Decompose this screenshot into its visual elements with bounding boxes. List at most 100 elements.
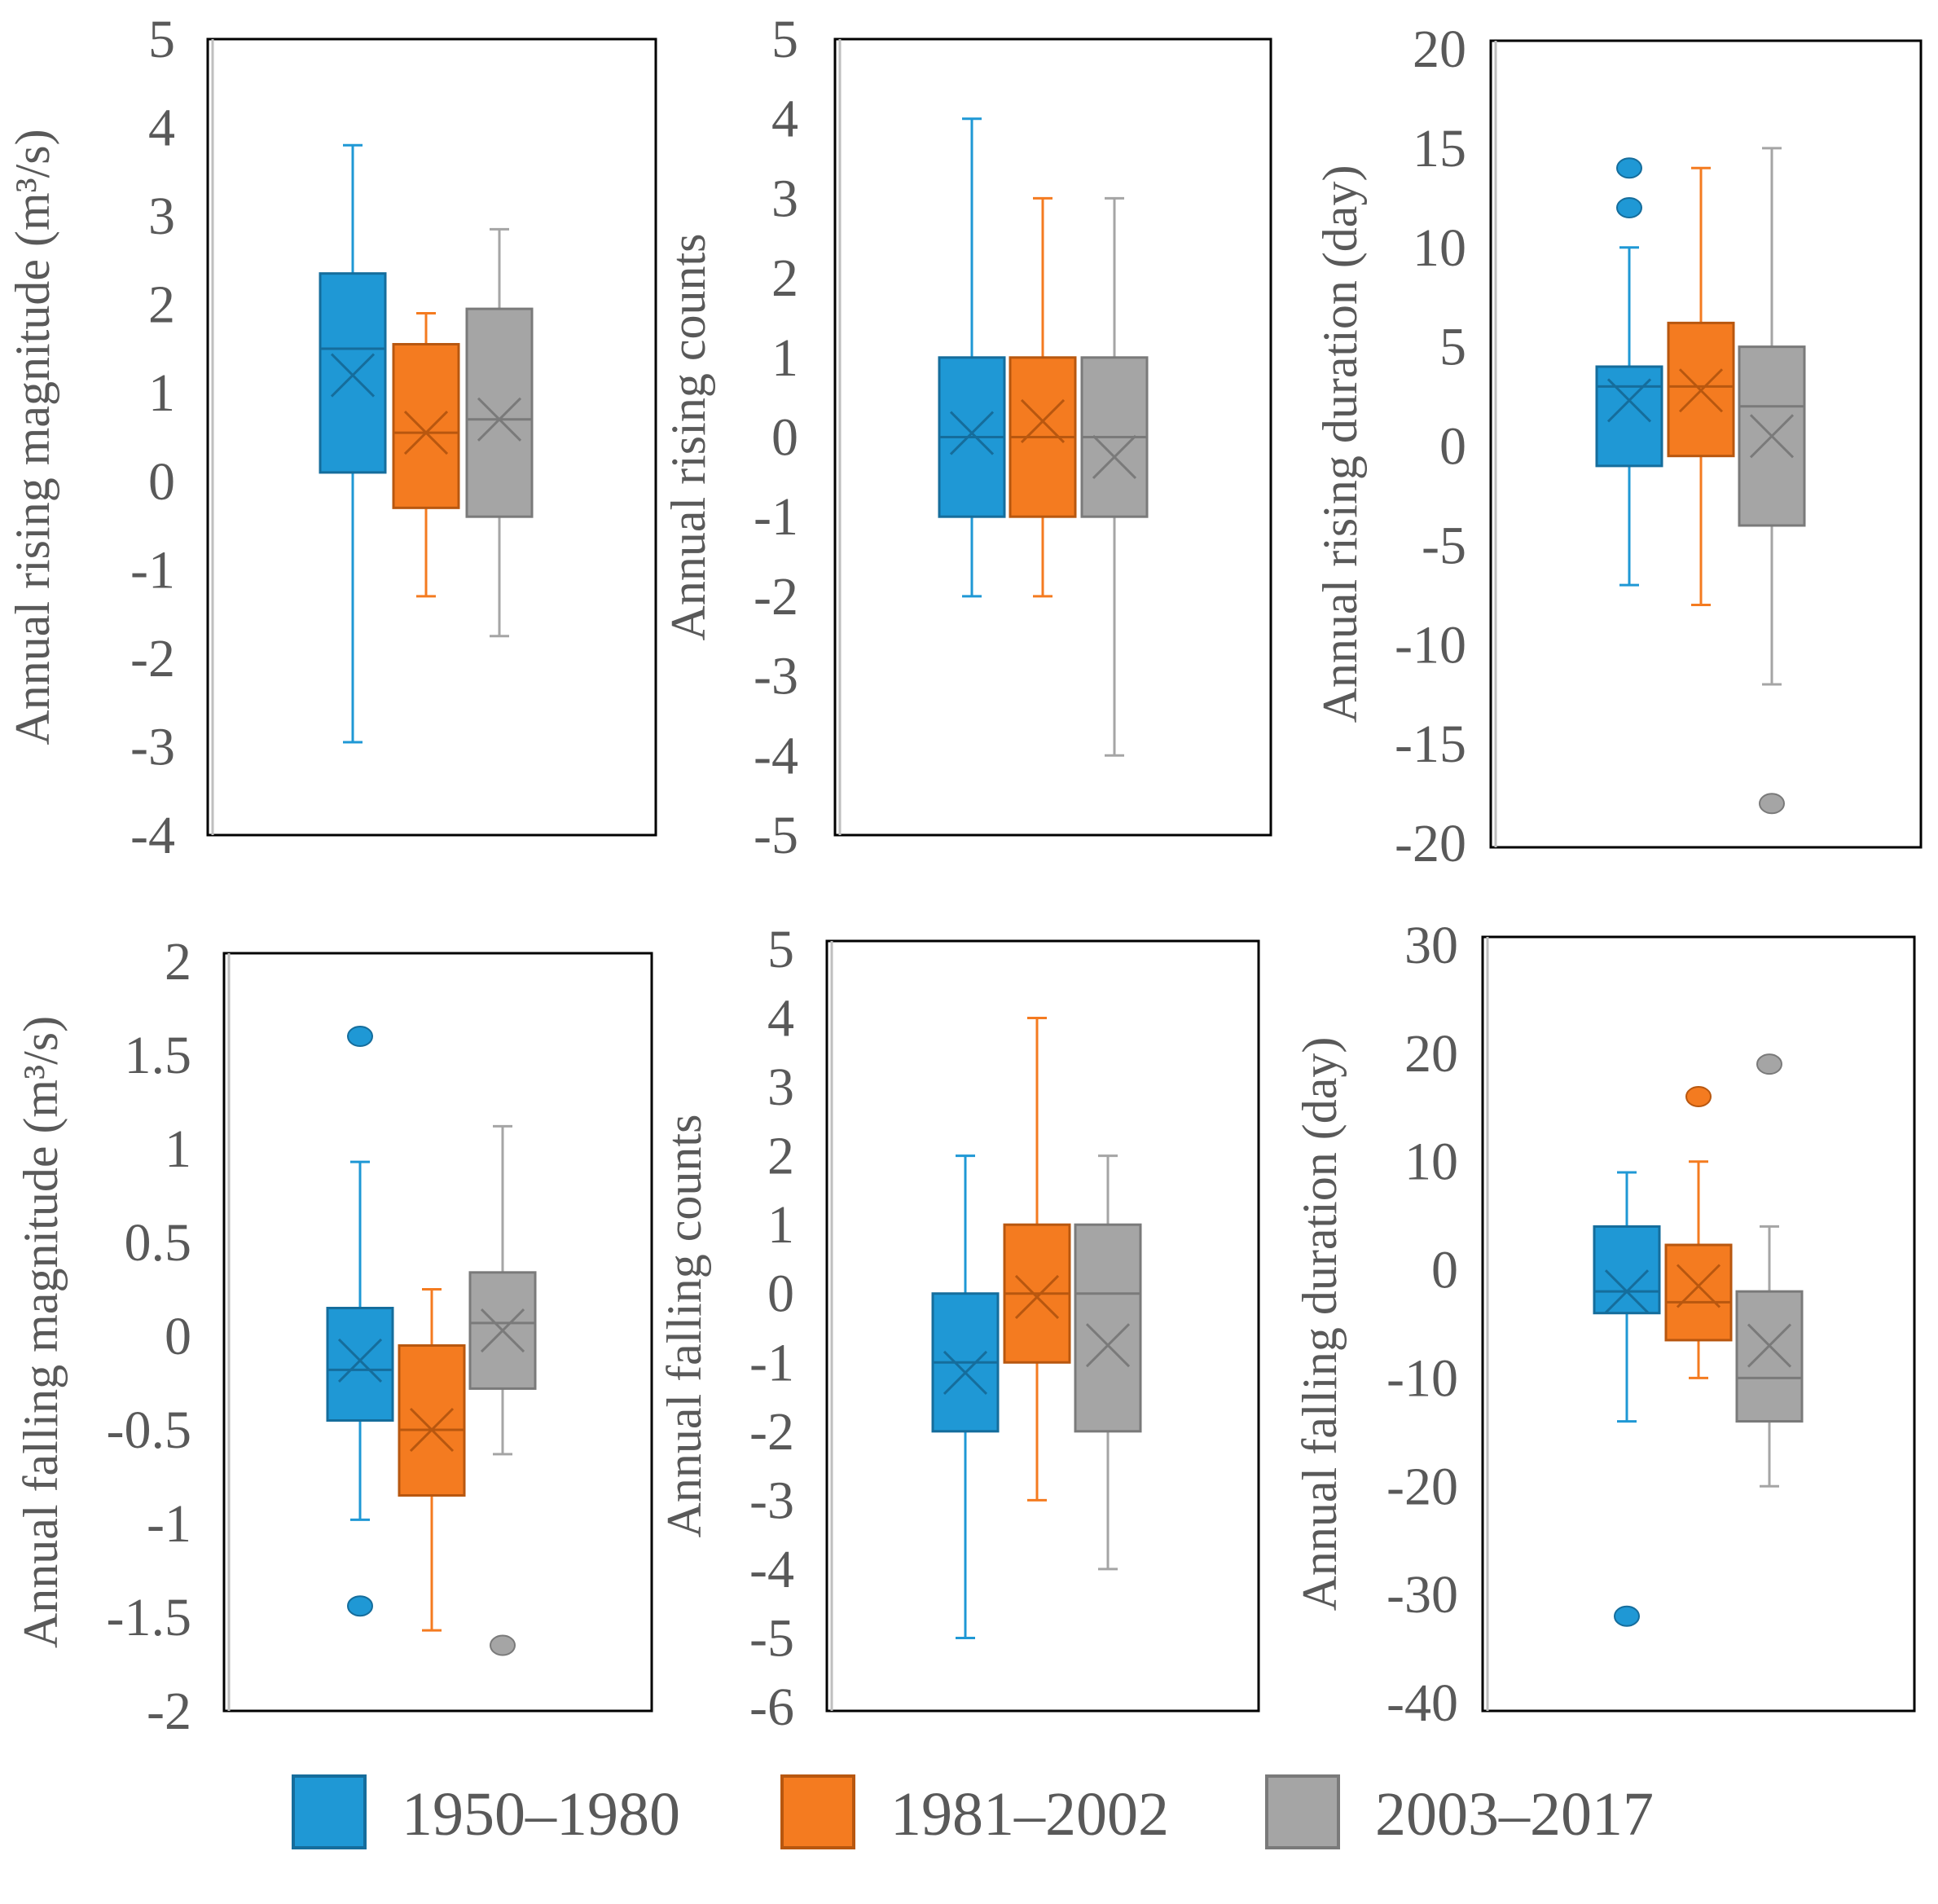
y-tick-label: -1	[749, 1333, 794, 1392]
box-2003–2017	[465, 227, 534, 638]
mean-marker	[1014, 1274, 1060, 1320]
y-tick-label: -4	[130, 806, 175, 865]
box-2003–2017	[1074, 1154, 1142, 1571]
mean-marker	[1092, 434, 1137, 479]
box-1950–1980	[938, 117, 1006, 598]
box-1950–1980	[326, 1026, 394, 1617]
y-tick-label: 0	[148, 452, 175, 512]
box-1981–2002	[392, 312, 460, 598]
box-2003–2017	[1080, 196, 1149, 757]
outlier-point	[1616, 157, 1642, 179]
outlier-point	[1759, 793, 1785, 815]
chart-panel-1: 5 4 3 2 1 0 -1 -2 -3 -4 Annual rising magnitude (m…	[6, 10, 657, 865]
box-iqr	[1595, 365, 1663, 468]
plot-frame	[222, 952, 653, 1713]
legend-item: 2003–2017	[1265, 1774, 1654, 1849]
chart-panel-2: 5 4 3 2 1 0 -1 -2 -3 -4 -5 Annual rising counts	[661, 10, 1272, 865]
y-tick-label: -2	[754, 567, 798, 627]
y-tick-label: -40	[1386, 1673, 1458, 1733]
legend-swatch	[292, 1774, 367, 1849]
y-tick-label: 0	[165, 1307, 191, 1366]
y-tick-label: -30	[1386, 1565, 1458, 1625]
legend-item: 1950–1980	[292, 1774, 680, 1849]
box-1950–1980	[931, 1154, 1000, 1639]
box-iqr	[1735, 1290, 1804, 1423]
y-tick-label: 1.5	[125, 1026, 192, 1085]
mean-marker	[409, 1407, 455, 1453]
mean-marker	[477, 397, 522, 442]
plot-frame	[206, 37, 657, 837]
y-tick-label: 4	[148, 99, 175, 158]
y-tick-label: 1	[165, 1119, 191, 1179]
box-2003–2017	[1738, 147, 1806, 815]
box-iqr	[398, 1344, 466, 1497]
legend-label: 1981–2002	[890, 1780, 1169, 1849]
y-tick-label: -2	[147, 1682, 191, 1741]
y-tick-label: -1	[130, 540, 175, 600]
y-tick-label: -5	[749, 1608, 794, 1668]
chart-panel-3: 20 15 10 5 0 -5 -10 -15 -20 Annual rising duratio…	[1313, 20, 1923, 873]
box-2003–2017	[1735, 1053, 1804, 1488]
box-iqr	[1664, 1243, 1733, 1342]
y-axis-label: Annual falling counts	[657, 1115, 711, 1538]
plot-frame	[1481, 935, 1916, 1713]
box-1981–2002	[1009, 196, 1077, 598]
y-tick-label: 5	[767, 920, 794, 979]
mean-marker	[1085, 1323, 1131, 1368]
y-tick-label: -5	[1422, 516, 1466, 575]
plot-frame	[825, 939, 1260, 1713]
mean-marker	[1020, 398, 1066, 444]
y-axis-label: Annual rising counts	[661, 234, 715, 641]
box-iqr	[1074, 1223, 1142, 1433]
y-tick-label: -6	[749, 1678, 794, 1737]
chart-panel-4: 2 1.5 1 0.5 0 -0.5 -1 -1.5 -2 Annual falling magn…	[14, 932, 653, 1741]
y-tick-label: 3	[771, 169, 798, 228]
y-tick-label: 3	[148, 187, 175, 246]
box-iqr	[326, 1307, 394, 1422]
mean-marker	[1604, 1269, 1650, 1314]
y-tick-label: 1	[771, 328, 798, 388]
legend-item: 1981–2002	[780, 1774, 1169, 1849]
y-tick-label: -20	[1395, 814, 1466, 873]
legend-swatch	[780, 1774, 855, 1849]
y-tick-label: -5	[754, 806, 798, 865]
chart-panel-5: 5 4 3 2 1 0 -1 -2 -3 -4 -5 -6 Annual falling counts	[657, 920, 1260, 1737]
y-tick-label: 0	[1431, 1241, 1458, 1300]
legend-label: 1950–1980	[402, 1780, 680, 1849]
y-tick-label: -4	[754, 726, 798, 785]
outlier-point	[1756, 1053, 1782, 1075]
mean-marker	[943, 1350, 988, 1396]
y-tick-label: -1	[754, 487, 798, 547]
box-1981–2002	[398, 1288, 466, 1632]
y-tick-label: 2	[148, 275, 175, 335]
y-tick-label: 2	[771, 248, 798, 308]
y-tick-label: -1	[147, 1494, 191, 1554]
y-tick-label: -10	[1386, 1348, 1458, 1408]
y-tick-label: 20	[1404, 1024, 1458, 1084]
y-tick-label: -2	[749, 1402, 794, 1462]
y-tick-label: -3	[130, 717, 175, 776]
mean-marker	[1747, 1323, 1792, 1368]
box-1981–2002	[1667, 166, 1735, 606]
box-1950–1980	[1593, 1171, 1661, 1627]
chart-panel-6: 30 20 10 0 -10 -20 -30 -40 Annual falling durati…	[1293, 916, 1916, 1733]
y-tick-label: 2	[767, 1127, 794, 1186]
y-tick-label: 4	[771, 90, 798, 149]
y-tick-label: 5	[1439, 318, 1466, 377]
box-1950–1980	[1595, 157, 1663, 587]
y-tick-label: -15	[1395, 715, 1466, 774]
y-axis-label: Annual falling duration (day)	[1293, 1037, 1347, 1612]
box-iqr	[1593, 1225, 1661, 1315]
y-tick-label: 0	[767, 1264, 794, 1324]
y-tick-label: -20	[1386, 1457, 1458, 1516]
outlier-point	[1616, 197, 1642, 218]
y-tick-label: -0.5	[107, 1401, 191, 1460]
legend-label: 2003–2017	[1375, 1780, 1654, 1849]
box-2003–2017	[468, 1124, 537, 1656]
y-tick-label: -4	[749, 1540, 794, 1599]
y-tick-label: 0.5	[125, 1213, 192, 1273]
y-axis-label: Annual rising magnitude (m³/s)	[6, 129, 59, 745]
mean-marker	[403, 411, 449, 455]
y-tick-label: 5	[148, 10, 175, 69]
y-tick-label: 0	[1439, 417, 1466, 477]
